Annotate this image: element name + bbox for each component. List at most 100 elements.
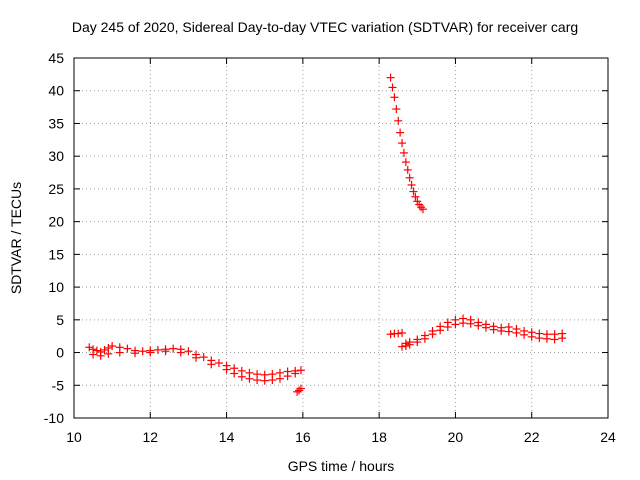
y-tick-label: -10 [44,410,64,426]
data-point [520,330,529,339]
data-point [401,342,410,350]
data-point [131,349,140,358]
data-point [184,347,193,356]
data-point [268,376,277,385]
data-point [419,205,428,214]
data-point [96,351,105,360]
data-point [296,366,305,375]
data-point [407,180,416,189]
y-tick-label: 20 [48,214,64,230]
y-tick-label: 35 [48,115,64,131]
data-point [401,158,410,167]
data-point [405,173,414,182]
data-point [489,325,498,334]
series-segment-2-steep [386,73,428,214]
data-point [474,321,483,330]
data-point [89,350,98,359]
y-tick-label: -5 [52,377,65,393]
y-tick-label: 30 [48,148,64,164]
data-point [108,342,117,350]
data-point [85,343,94,352]
data-point [392,105,401,114]
data-point [398,139,407,148]
data-points [85,73,567,396]
data-point [396,128,405,137]
data-point [399,148,408,157]
data-point [115,348,124,357]
data-point [230,369,239,378]
y-tick-label: 45 [48,50,64,66]
data-point [390,93,399,102]
data-point [535,334,544,343]
data-point [443,323,452,332]
data-point [275,374,284,383]
chart-title: Day 245 of 2020, Sidereal Day-to-day VTE… [72,19,578,35]
x-tick-label: 22 [524,429,540,445]
series-segment-1 [85,342,305,379]
data-point [169,344,178,353]
data-point [260,376,269,385]
data-point [123,344,132,353]
data-point [497,326,506,335]
data-point [398,328,407,337]
data-point [550,335,559,344]
data-point [413,338,422,347]
data-point [451,320,460,329]
data-point [222,365,231,374]
data-point [394,329,403,338]
data-point [420,334,429,343]
data-point [214,359,223,368]
data-point [153,345,162,354]
data-point [466,319,475,328]
data-point [398,342,407,351]
data-point [253,376,262,385]
data-point [237,372,246,381]
x-tick-label: 12 [142,429,158,445]
data-point [527,332,536,341]
data-point [138,347,147,356]
y-tick-label: 10 [48,279,64,295]
x-tick-labels: 10 12 14 16 18 20 22 24 [66,429,616,445]
data-point [558,334,567,343]
data-point [199,353,208,362]
data-point [296,384,305,393]
y-tick-label: 40 [48,83,64,99]
x-tick-label: 14 [219,429,235,445]
data-point [192,353,201,362]
data-point [386,73,395,82]
data-point [512,328,521,337]
data-point [417,203,426,212]
y-tick-label: 25 [48,181,64,197]
y-tick-label: 5 [56,312,64,328]
data-point [146,348,155,357]
data-point [293,387,302,396]
plot-frame [73,57,609,419]
data-point [413,197,422,206]
data-point [104,349,113,358]
data-point [394,116,403,125]
data-point [436,326,445,335]
data-point [245,374,254,383]
data-point [207,360,216,369]
data-point [291,369,300,378]
x-axis-title: GPS time / hours [288,458,395,474]
y-axis-title: SDTVAR / TECUs [8,182,24,294]
y-tick-label: 0 [56,345,64,361]
data-point [405,340,414,349]
x-tick-label: 18 [371,429,387,445]
data-point [428,330,437,339]
x-tick-label: 16 [295,429,311,445]
data-point [295,386,304,395]
series-segment-1-tail [293,384,305,396]
axis-ticks [73,57,609,419]
data-point [386,330,395,339]
data-point [403,165,412,174]
data-point [388,83,397,92]
y-tick-label: 15 [48,246,64,262]
series-segment-3-lower [398,319,567,351]
x-tick-label: 10 [66,429,82,445]
data-point [100,345,109,354]
x-tick-label: 24 [600,429,616,445]
y-tick-labels: -10 -5 0 5 10 15 20 25 30 35 40 45 [44,50,64,426]
series-segment-1-lower [89,347,300,385]
